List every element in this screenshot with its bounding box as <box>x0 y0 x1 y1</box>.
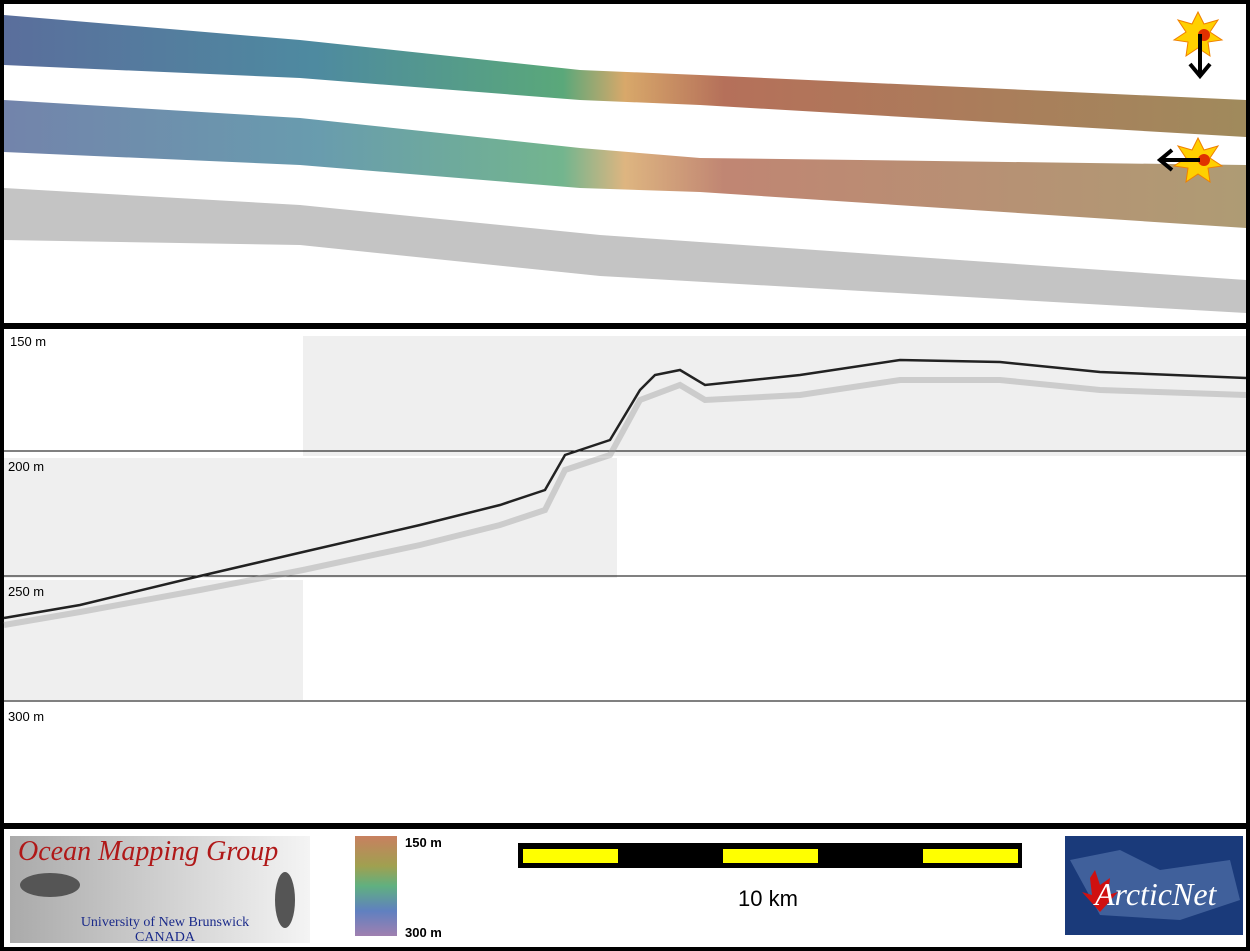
profile-window <box>4 580 303 700</box>
sun-icon <box>1156 136 1224 184</box>
ocean-mapping-logo: Ocean Mapping Group University of New Br… <box>10 836 310 945</box>
depth-label: 150 m <box>10 334 46 349</box>
seafloor-reflector <box>3 358 1247 620</box>
scale-label: 10 km <box>738 886 798 911</box>
scale-bar <box>518 843 1022 868</box>
colorbar <box>355 836 397 936</box>
logo-text: University of New Brunswick <box>81 915 249 930</box>
colorbar-label: 150 m <box>405 835 442 850</box>
profile-window <box>4 458 617 578</box>
colorbar-label: 300 m <box>405 925 442 940</box>
sun-icon <box>1172 10 1224 80</box>
subbottom-texture <box>3 377 1247 628</box>
swath-backscatter <box>4 188 1246 313</box>
profile-window <box>303 336 1246 456</box>
depth-label: 300 m <box>8 709 44 724</box>
logo-text: CANADA <box>135 930 196 945</box>
logo-text: ArcticNet <box>1093 876 1218 912</box>
arcticnet-logo: ArcticNet <box>1065 836 1243 935</box>
swath-west-light <box>4 100 1246 228</box>
logo-title: Ocean Mapping Group <box>18 836 278 867</box>
swath-north-light <box>4 15 1246 137</box>
depth-label: 200 m <box>8 459 44 474</box>
depth-label: 250 m <box>8 584 44 599</box>
